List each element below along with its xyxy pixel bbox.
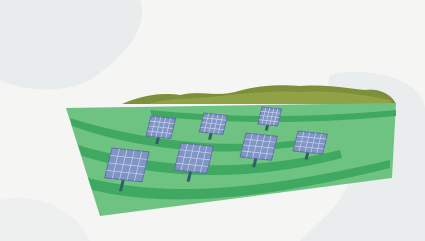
page: {} (() => { const data = JSON.parse(docu… [0, 0, 425, 241]
solar-farm-illustration [0, 0, 425, 241]
